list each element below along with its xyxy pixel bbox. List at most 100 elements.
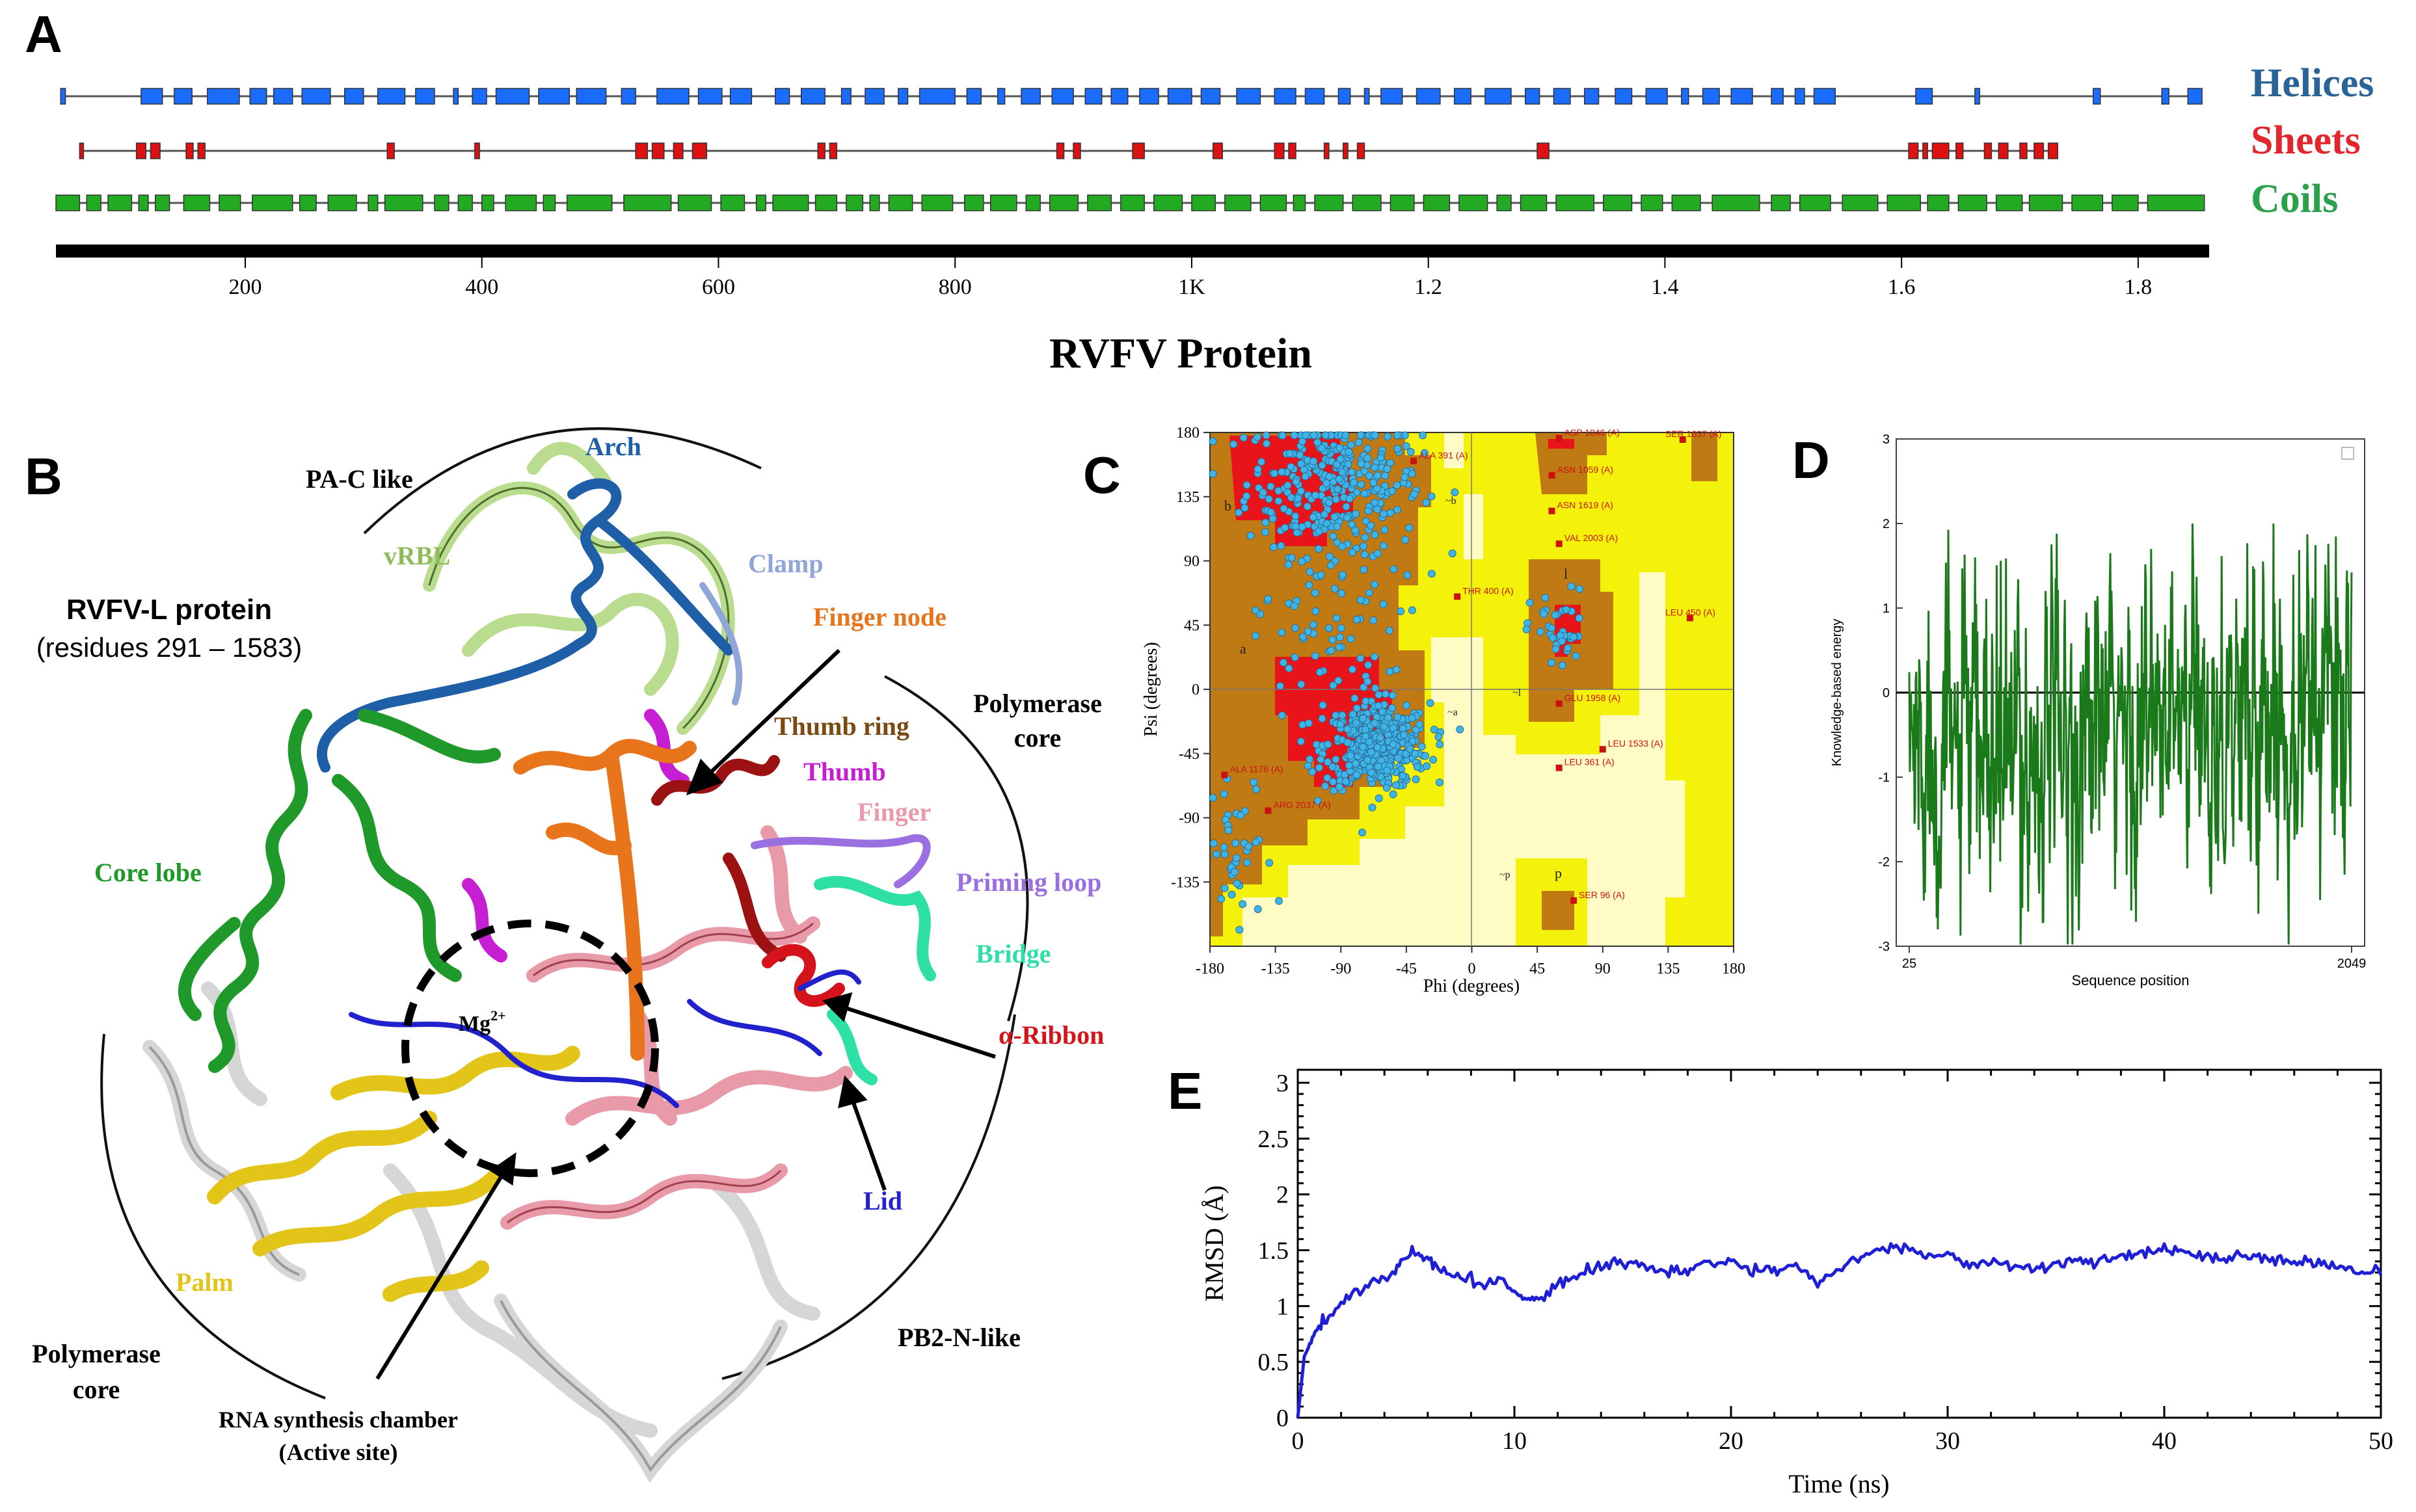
phi-psi-point [1369,479,1378,487]
phi-psi-point [1291,624,1300,632]
phi-psi-point [1296,460,1305,468]
sheet-segment [1908,142,1919,159]
helix-segment [495,88,530,105]
residue-annotation: SER 1037 (A) [1665,429,1721,439]
phi-psi-point [1361,725,1369,734]
psi-tick-labels: 180 135 90 45 0 -45 -90 -135 [1171,425,1210,891]
phi-psi-point [1254,905,1262,914]
phi-psi-point [1212,850,1220,858]
phi-psi-point [1233,879,1241,888]
coil-segment [2028,194,2063,211]
outlier-point [1679,436,1686,443]
phi-psi-point [1306,755,1314,763]
helix-segment [273,88,293,105]
phi-psi-point [1406,745,1414,753]
sheet-segment [1132,142,1145,159]
phi-psi-point [1339,570,1347,579]
sheet-segment [2047,142,2058,159]
coil-segment [1496,194,1512,211]
phi-psi-point [1337,624,1345,632]
region-letter-ta: ~a [1447,707,1458,718]
phi-tick-label: 180 [1722,961,1745,977]
sheet-segment [691,142,708,159]
phi-psi-point [1270,470,1278,478]
phi-psi-point [1311,491,1320,499]
clamp-domain [699,582,743,706]
phi-psi-point [1549,633,1557,642]
rmsd-y-tick-labels: 0 0.5 1 1.5 2 2.5 3 [1258,1070,1289,1432]
coil-segment [368,194,379,211]
phi-psi-point [1541,593,1550,602]
phi-psi-point [1332,614,1341,622]
helix-segment [840,88,852,105]
phi-psi-point [1393,713,1402,721]
helix-segment [472,88,487,105]
phi-psi-point [1336,444,1344,452]
helix-segment [865,88,885,105]
phi-psi-point [1427,492,1436,501]
helix-segment [919,88,956,105]
phi-psi-point [1332,495,1340,503]
coil-segment [1995,194,2023,211]
phi-psi-point [1537,628,1545,636]
phi-psi-point [1309,513,1317,522]
phi-psi-point [1389,790,1397,799]
psi-tick-label: 90 [1184,553,1200,570]
phi-psi-point [1436,778,1444,787]
phi-psi-point [1356,654,1365,663]
phi-psi-point [1228,890,1236,899]
phi-psi-point [1362,517,1370,525]
phi-psi-point [1352,704,1361,713]
phi-psi-point [1252,838,1260,846]
sheet-segment [673,142,684,159]
phi-psi-point [1301,431,1309,440]
helix-segment [1236,88,1261,105]
label-polymerase-core-bottom-2: core [73,1375,120,1404]
phi-psi-point [1352,719,1360,727]
label-core-lobe: Core lobe [94,858,202,887]
helix-segment [966,88,982,105]
outlier-point [1265,807,1272,814]
helix-segment [898,88,909,105]
phi-psi-point [1412,726,1420,734]
coil-segment [86,194,101,211]
residue-annotation: ARG 2037 (A) [1273,800,1330,810]
palm-domain [207,1046,580,1302]
phi-psi-point [1330,512,1339,521]
sheet-segment [1073,142,1081,159]
helix-segment [1139,88,1159,105]
phi-psi-point [1277,542,1285,550]
phi-psi-point [1283,481,1292,490]
phi-psi-point [1378,708,1386,716]
phi-psi-point [1370,580,1378,589]
label-polymerase-core-top-2: core [1014,723,1062,752]
phi-psi-point [1333,522,1341,531]
phi-psi-point [1279,658,1287,667]
coil-segment [55,194,81,211]
phi-psi-point [1349,665,1357,674]
helix-segment [1771,88,1784,105]
helix-segment [301,88,331,105]
phi-psi-point [1362,732,1370,741]
sheet-segment [185,142,194,159]
phi-psi-point [1341,777,1350,786]
energy-x-label: Sequence position [2071,972,2189,988]
label-mg-base: Mg [459,1012,490,1036]
phi-psi-point [1576,585,1584,593]
phi-psi-point [1365,471,1373,480]
secondary-structure-tracks [55,88,2205,211]
phi-psi-point [1352,510,1360,518]
coil-segment [252,194,293,211]
label-rvfv-l-protein: RVFV-L protein [66,594,272,626]
label-polymerase-core-top-1: Polymerase [973,689,1102,718]
phi-psi-point [1540,610,1548,618]
coil-segment [623,194,672,211]
phi-psi-point [1406,447,1415,456]
energy-y-tick-label: 0 [1883,686,1890,700]
phi-psi-point [1386,509,1395,517]
finger-domain [500,825,853,1230]
sheet-segment [1342,142,1349,159]
phi-psi-point [1525,598,1534,607]
coil-segment [1641,194,1663,211]
coil-segment [990,194,1017,211]
